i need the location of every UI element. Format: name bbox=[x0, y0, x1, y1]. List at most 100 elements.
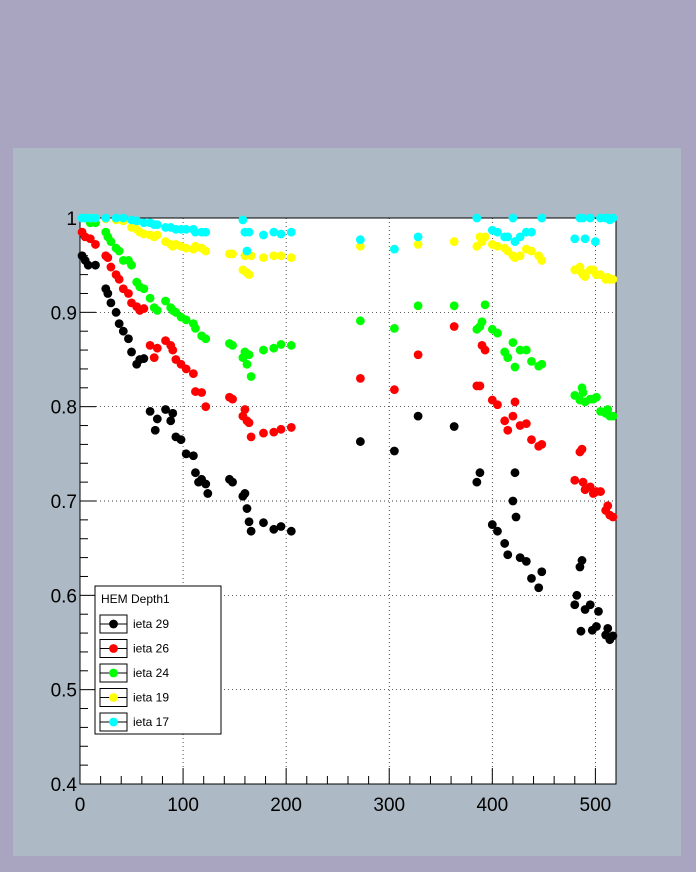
data-point bbox=[269, 427, 279, 437]
data-point bbox=[152, 220, 162, 230]
data-point bbox=[449, 237, 459, 246]
data-point bbox=[521, 556, 531, 566]
data-point bbox=[449, 301, 459, 311]
legend-marker bbox=[109, 693, 118, 702]
data-points bbox=[77, 213, 618, 645]
plot-pad: 0 100 200 300 400 500 0.4 0.5 0.6 0.7 0.8 0.9 1 HEM … bbox=[13, 148, 681, 856]
data-point bbox=[152, 306, 162, 315]
legend-label: ieta 17 bbox=[133, 715, 169, 729]
data-point bbox=[145, 340, 155, 350]
data-point bbox=[161, 405, 170, 414]
legend-marker bbox=[109, 668, 118, 678]
data-point bbox=[132, 216, 142, 226]
x-tick-label: 400 bbox=[476, 795, 508, 816]
data-point bbox=[585, 482, 595, 492]
data-point bbox=[413, 350, 423, 360]
data-point bbox=[527, 356, 536, 366]
data-point bbox=[276, 229, 286, 239]
data-point bbox=[527, 573, 536, 583]
data-point bbox=[145, 293, 155, 303]
x-tick-label: 0 bbox=[75, 795, 86, 816]
data-point bbox=[276, 424, 286, 434]
data-point bbox=[592, 392, 601, 402]
data-point bbox=[603, 623, 613, 633]
data-point bbox=[85, 234, 95, 244]
x-tick-label: 300 bbox=[373, 795, 405, 816]
data-point bbox=[355, 437, 365, 446]
data-point bbox=[139, 304, 149, 313]
data-point bbox=[103, 253, 113, 263]
data-point bbox=[269, 251, 279, 261]
data-point bbox=[508, 411, 518, 421]
data-point bbox=[510, 468, 520, 478]
data-point bbox=[511, 512, 521, 522]
x-tick-label: 500 bbox=[580, 795, 612, 816]
data-point bbox=[228, 340, 237, 350]
data-point bbox=[127, 347, 136, 357]
data-point bbox=[201, 227, 211, 237]
data-point bbox=[575, 562, 585, 572]
data-point bbox=[166, 416, 176, 426]
data-point bbox=[413, 232, 423, 242]
data-point bbox=[259, 345, 268, 355]
data-point bbox=[608, 274, 618, 284]
data-point bbox=[475, 468, 485, 478]
data-point bbox=[106, 298, 116, 308]
data-point bbox=[578, 477, 588, 487]
data-point bbox=[111, 213, 121, 223]
data-point bbox=[515, 345, 525, 355]
data-point bbox=[487, 520, 497, 529]
data-point bbox=[201, 479, 211, 489]
data-point bbox=[480, 300, 490, 310]
data-point bbox=[244, 270, 254, 279]
data-point bbox=[503, 550, 513, 560]
data-point bbox=[246, 526, 256, 536]
data-point bbox=[475, 381, 485, 391]
data-point bbox=[181, 449, 191, 459]
tick-labels: 0 100 200 300 400 500 0.4 0.5 0.6 0.7 0.8 0.9 1 bbox=[51, 209, 612, 816]
data-point bbox=[242, 246, 252, 256]
data-point bbox=[537, 440, 547, 449]
data-point bbox=[527, 246, 536, 256]
data-point bbox=[201, 334, 211, 344]
data-point bbox=[286, 526, 296, 536]
data-point bbox=[493, 227, 502, 237]
data-point bbox=[168, 345, 178, 355]
data-point bbox=[238, 215, 248, 225]
data-point bbox=[570, 600, 580, 610]
data-point bbox=[259, 518, 268, 528]
data-point bbox=[83, 260, 93, 270]
legend-entries: ieta 29 ieta 26 ieta 24 ieta 19 ieta 17 bbox=[99, 614, 169, 732]
data-point bbox=[114, 274, 124, 284]
data-point bbox=[114, 319, 124, 329]
data-point bbox=[493, 526, 502, 536]
data-point bbox=[521, 419, 531, 429]
data-point bbox=[259, 428, 268, 438]
data-point bbox=[389, 385, 399, 395]
data-point bbox=[508, 213, 518, 223]
legend-label: ieta 24 bbox=[133, 666, 169, 680]
data-point bbox=[515, 251, 525, 261]
data-point bbox=[246, 432, 256, 442]
data-point bbox=[191, 227, 200, 237]
data-point bbox=[500, 539, 510, 548]
data-point bbox=[106, 262, 116, 272]
data-point bbox=[590, 237, 600, 246]
legend-marker bbox=[109, 644, 118, 653]
y-tick-label: 0.5 bbox=[51, 681, 77, 702]
data-point bbox=[244, 227, 254, 237]
data-point bbox=[118, 326, 128, 336]
data-point bbox=[188, 451, 198, 461]
data-point bbox=[91, 240, 100, 249]
data-point bbox=[472, 213, 482, 223]
data-point bbox=[168, 408, 178, 418]
data-point bbox=[228, 249, 237, 259]
data-point bbox=[106, 237, 116, 246]
data-point bbox=[578, 213, 588, 223]
data-point bbox=[577, 556, 587, 565]
data-point bbox=[537, 359, 547, 369]
data-point bbox=[594, 606, 603, 616]
data-point bbox=[145, 406, 155, 416]
data-point bbox=[389, 446, 399, 456]
data-point bbox=[580, 272, 590, 281]
